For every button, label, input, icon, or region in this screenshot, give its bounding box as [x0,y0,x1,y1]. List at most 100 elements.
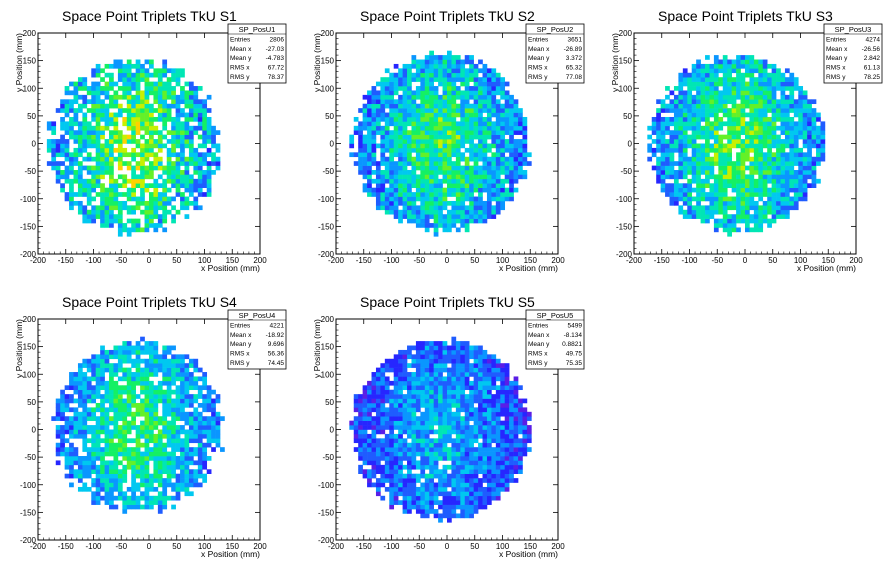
heatmap-cell [389,420,395,426]
heatmap-cell [55,447,61,452]
heatmap-cell [513,108,519,113]
heatmap-cell [131,174,136,180]
heatmap-cell [184,187,190,193]
heatmap-cell [429,143,434,149]
heatmap-cell [451,143,457,149]
heatmap-cell [188,90,194,96]
heatmap-cell [749,214,755,219]
heatmap-cell [762,218,768,224]
heatmap-cell [122,161,128,166]
heatmap-cell [736,108,741,113]
heatmap-cell [91,363,97,368]
heatmap-cell [109,63,114,69]
heatmap-cell [522,161,528,166]
heatmap-cell [784,139,790,144]
heatmap-cell [109,81,114,87]
heatmap-cell [758,209,764,215]
heatmap-cell [420,99,426,105]
heatmap-cell [149,345,154,351]
heatmap-cell [175,367,181,373]
heatmap-cell [197,112,203,118]
heatmap-cell [202,425,208,430]
heatmap-cell [60,389,65,395]
heatmap-cell [420,130,426,135]
heatmap-cell [211,139,216,144]
heatmap-cell [206,174,212,180]
heatmap-cell [77,103,83,109]
heatmap-cell [433,205,439,211]
heatmap-cell [197,170,203,175]
heatmap-cell [478,183,483,188]
heatmap-cell [367,108,372,113]
heatmap-cell [762,94,768,100]
heatmap-cell [367,192,372,197]
heatmap-cell [678,77,684,82]
heatmap-cell [415,209,421,215]
heatmap-cell [149,86,154,91]
heatmap-cell [424,200,430,206]
heatmap-cell [518,147,523,153]
heatmap-cell [157,433,163,439]
heatmap-cell [358,108,363,113]
heatmap-cell [171,170,176,175]
heatmap-cell [86,358,92,364]
heatmap-cell [398,139,403,144]
heatmap-cell [362,152,368,158]
heatmap-cell [117,103,123,109]
heatmap-cell [126,68,132,74]
heatmap-cell [407,209,412,215]
heatmap-cell [55,402,61,408]
heatmap-cell [407,152,412,158]
heatmap-cell [753,63,759,69]
heatmap-cell [682,183,688,188]
heatmap-cell [197,482,203,488]
heatmap-cell [411,209,417,215]
heatmap-cell [500,139,506,144]
heatmap-cell [100,358,105,364]
heatmap-cell [109,196,114,202]
heatmap-cell [188,152,194,158]
heatmap-cell [104,469,110,474]
heatmap-cell [149,349,154,355]
heatmap-cell [473,183,479,188]
heatmap-cell [424,227,430,233]
heatmap-cell [424,187,430,193]
heatmap-cell [380,116,386,122]
heatmap-cell [91,447,97,452]
heatmap-cell [798,196,804,202]
heatmap-cell [184,473,190,479]
heatmap-cell [389,433,395,439]
heatmap-cell [451,152,457,158]
heatmap-cell [175,156,181,162]
stats-histogram-name: SP_PosU4 [239,311,276,320]
heatmap-cell [86,200,92,206]
heatmap-cell [464,116,470,122]
heatmap-cell [767,94,772,100]
heatmap-cell [73,376,79,382]
heatmap-cell [153,438,159,444]
heatmap-cell [149,112,154,118]
heatmap-cell [780,125,786,131]
stats-row-value: 65.32 [566,65,583,72]
heatmap-cell [438,178,443,184]
heatmap-cell [455,94,461,100]
heatmap-cell [718,59,724,65]
y-tick-label: -150 [20,508,37,517]
heatmap-cell [656,147,661,153]
heatmap-cell [402,165,408,171]
heatmap-cell [749,112,755,118]
heatmap-cell [171,68,176,74]
heatmap-cell [758,86,764,91]
heatmap-cell [122,509,128,514]
heatmap-cell [153,223,159,228]
heatmap-cell [455,178,461,184]
heatmap-cell [727,174,732,180]
heatmap-cell [651,116,657,122]
heatmap-cell [69,196,74,202]
heatmap-cell [776,165,781,171]
heatmap-cell [433,227,439,233]
heatmap-cell [522,143,528,149]
heatmap-cell [767,147,772,153]
heatmap-cell [713,116,719,122]
heatmap-cell [60,99,65,105]
